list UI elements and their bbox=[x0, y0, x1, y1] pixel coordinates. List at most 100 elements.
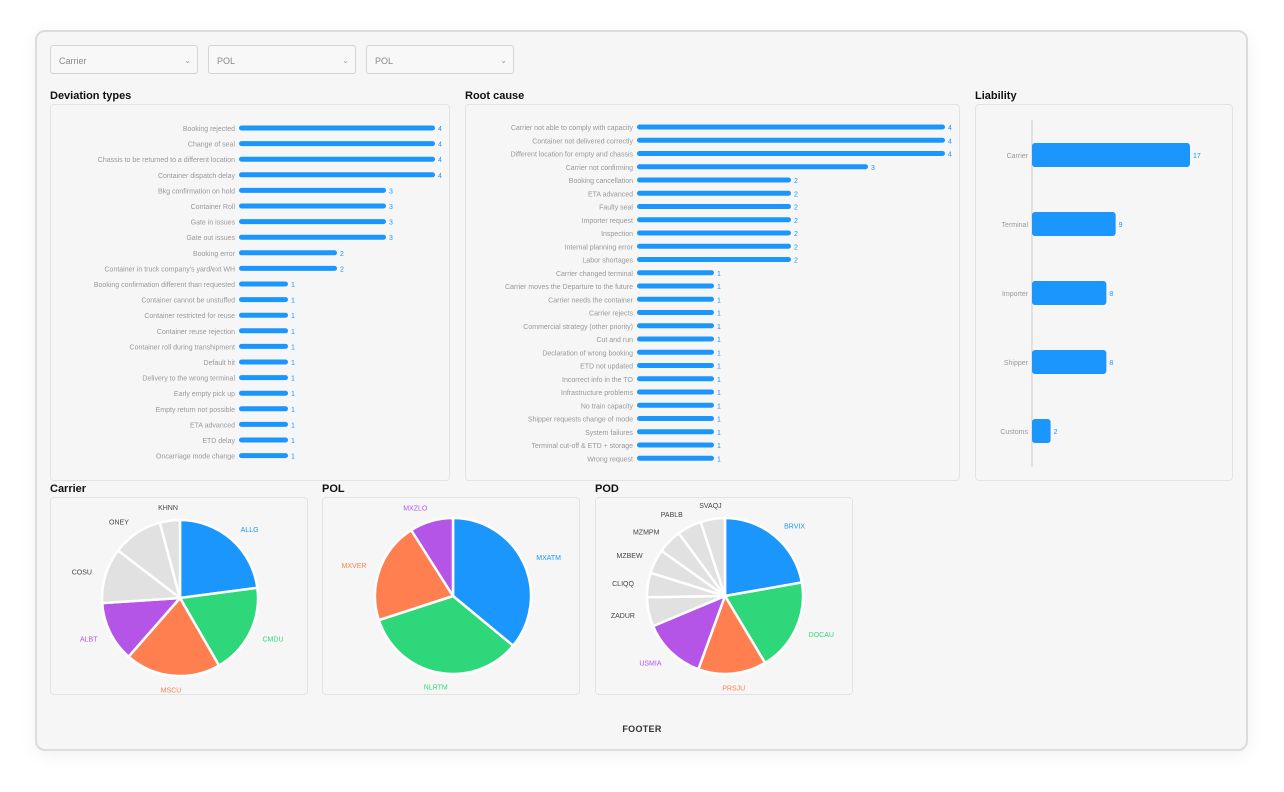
bar[interactable] bbox=[239, 265, 337, 271]
bar-value-label: 2 bbox=[340, 251, 344, 258]
pie-slice[interactable] bbox=[451, 516, 533, 647]
bar-category-label: Terminal bbox=[1002, 222, 1029, 229]
bar[interactable] bbox=[637, 442, 714, 448]
pie-slice[interactable] bbox=[723, 581, 805, 665]
pie-slice-label: MXVER bbox=[342, 563, 367, 570]
bar-value-label: 1 bbox=[291, 454, 295, 461]
bar[interactable] bbox=[239, 359, 288, 365]
pie-slice[interactable] bbox=[178, 518, 259, 600]
bar[interactable] bbox=[637, 217, 791, 223]
bar[interactable] bbox=[239, 437, 288, 443]
bar[interactable] bbox=[637, 323, 714, 329]
pie-slice-label: MXZLO bbox=[403, 506, 428, 513]
bar-value-label: 9 bbox=[1119, 222, 1123, 229]
bar[interactable] bbox=[637, 283, 714, 289]
pie-slice[interactable] bbox=[178, 586, 260, 667]
bar[interactable] bbox=[239, 375, 288, 381]
bar[interactable] bbox=[1032, 143, 1190, 167]
bar[interactable] bbox=[239, 156, 435, 162]
bar-value-label: 1 bbox=[717, 324, 721, 331]
bar[interactable] bbox=[637, 230, 791, 236]
bar-category-label: Carrier not able to comply with capacity bbox=[511, 125, 634, 132]
bar[interactable] bbox=[637, 376, 714, 382]
bar-category-label: Bkg confirmation on hold bbox=[158, 188, 235, 195]
bar-value-label: 1 bbox=[291, 313, 295, 320]
bar[interactable] bbox=[637, 336, 714, 342]
bar[interactable] bbox=[637, 204, 791, 209]
bar-value-label: 1 bbox=[717, 271, 721, 278]
bar-category-label: Inspection bbox=[601, 231, 633, 238]
pol-filter-select[interactable]: POL ⌄ bbox=[208, 45, 356, 74]
bar[interactable] bbox=[637, 164, 868, 170]
bar[interactable] bbox=[1032, 350, 1107, 374]
bar[interactable] bbox=[239, 406, 288, 412]
bar-value-label: 1 bbox=[291, 407, 295, 414]
bar[interactable] bbox=[637, 270, 714, 276]
bar[interactable] bbox=[637, 429, 714, 435]
bar-category-label: Gate in issues bbox=[191, 220, 236, 227]
bar[interactable] bbox=[637, 124, 945, 130]
bar[interactable] bbox=[239, 312, 288, 318]
bar-value-label: 4 bbox=[438, 126, 442, 133]
bar[interactable] bbox=[637, 310, 714, 315]
bar[interactable] bbox=[637, 177, 791, 183]
bar[interactable] bbox=[637, 455, 714, 461]
bar[interactable] bbox=[239, 328, 288, 334]
bar[interactable] bbox=[239, 172, 435, 178]
bar-category-label: Terminal cut-off & ETD + storage bbox=[531, 443, 633, 450]
bar-category-label: Container not delivered correctly bbox=[532, 138, 633, 145]
bar[interactable] bbox=[1032, 419, 1051, 443]
pie-slice-label: ONEY bbox=[109, 520, 129, 527]
bar-value-label: 1 bbox=[717, 350, 721, 357]
deviation-types-title: Deviation types bbox=[50, 90, 132, 102]
pie-slice[interactable] bbox=[377, 594, 515, 676]
pie-slice[interactable] bbox=[723, 516, 804, 598]
bar[interactable] bbox=[1032, 212, 1116, 236]
bar[interactable] bbox=[637, 363, 714, 368]
bar[interactable] bbox=[239, 187, 386, 193]
bar[interactable] bbox=[1032, 281, 1107, 305]
bar-category-label: Importer request bbox=[582, 218, 633, 225]
bar[interactable] bbox=[637, 151, 945, 156]
bar[interactable] bbox=[239, 453, 288, 459]
pie-slice[interactable] bbox=[409, 516, 455, 598]
pod-pie-title: POD bbox=[595, 483, 619, 495]
pol-filter-value: POL bbox=[217, 56, 236, 66]
bar[interactable] bbox=[239, 125, 435, 131]
bar-value-label: 2 bbox=[340, 266, 344, 273]
pod-filter-select[interactable]: POL ⌄ bbox=[366, 45, 514, 74]
bar[interactable] bbox=[239, 203, 386, 209]
bar[interactable] bbox=[637, 416, 714, 421]
bar-value-label: 3 bbox=[871, 165, 875, 172]
bar[interactable] bbox=[637, 389, 714, 395]
bar[interactable] bbox=[637, 243, 791, 249]
bar[interactable] bbox=[239, 297, 288, 303]
bar[interactable] bbox=[637, 137, 945, 143]
bar[interactable] bbox=[637, 257, 791, 262]
bar[interactable] bbox=[239, 234, 386, 240]
bar[interactable] bbox=[239, 421, 288, 427]
pie-slice[interactable] bbox=[158, 518, 182, 600]
bar[interactable] bbox=[239, 390, 288, 396]
bar[interactable] bbox=[637, 402, 714, 408]
bar-value-label: 3 bbox=[389, 220, 393, 227]
bar-category-label: ETD delay bbox=[202, 438, 235, 445]
bar[interactable] bbox=[637, 349, 714, 355]
bar[interactable] bbox=[239, 281, 288, 287]
carrier-filter-select[interactable]: Carrier ⌄ bbox=[50, 45, 198, 74]
bar[interactable] bbox=[637, 296, 714, 302]
bar-value-label: 3 bbox=[389, 204, 393, 211]
pie-slice[interactable] bbox=[373, 528, 455, 622]
pie-slice-label: KHNN bbox=[158, 505, 178, 512]
pol-pie-title: POL bbox=[322, 483, 345, 495]
bar[interactable] bbox=[239, 343, 288, 349]
bar[interactable] bbox=[637, 190, 791, 196]
pie-slice[interactable] bbox=[127, 596, 221, 678]
bar[interactable] bbox=[239, 219, 386, 225]
bar-value-label: 8 bbox=[1109, 291, 1113, 298]
bar[interactable] bbox=[239, 141, 435, 147]
pie-slice[interactable] bbox=[699, 516, 727, 598]
bar-value-label: 1 bbox=[717, 311, 721, 318]
bar[interactable] bbox=[239, 250, 337, 256]
pie-slice[interactable] bbox=[697, 594, 767, 676]
